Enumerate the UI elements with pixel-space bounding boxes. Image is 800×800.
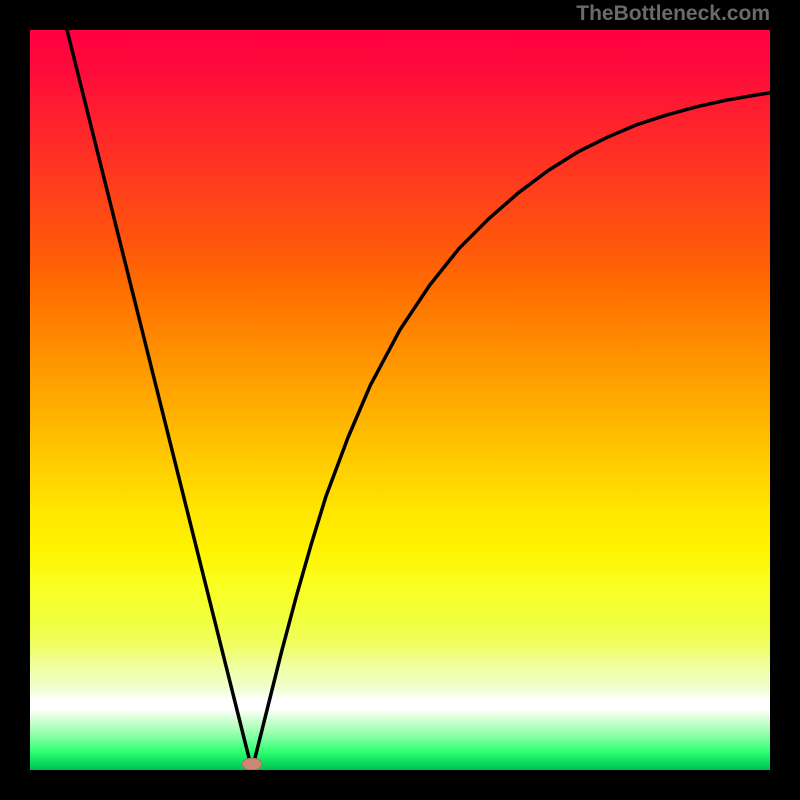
watermark-text: TheBottleneck.com [576,2,770,26]
gradient-background [30,30,770,770]
plot-area [30,30,770,770]
optimum-marker [242,758,261,770]
bottleneck-curve-chart [30,30,770,770]
chart-container: TheBottleneck.com [0,0,800,800]
